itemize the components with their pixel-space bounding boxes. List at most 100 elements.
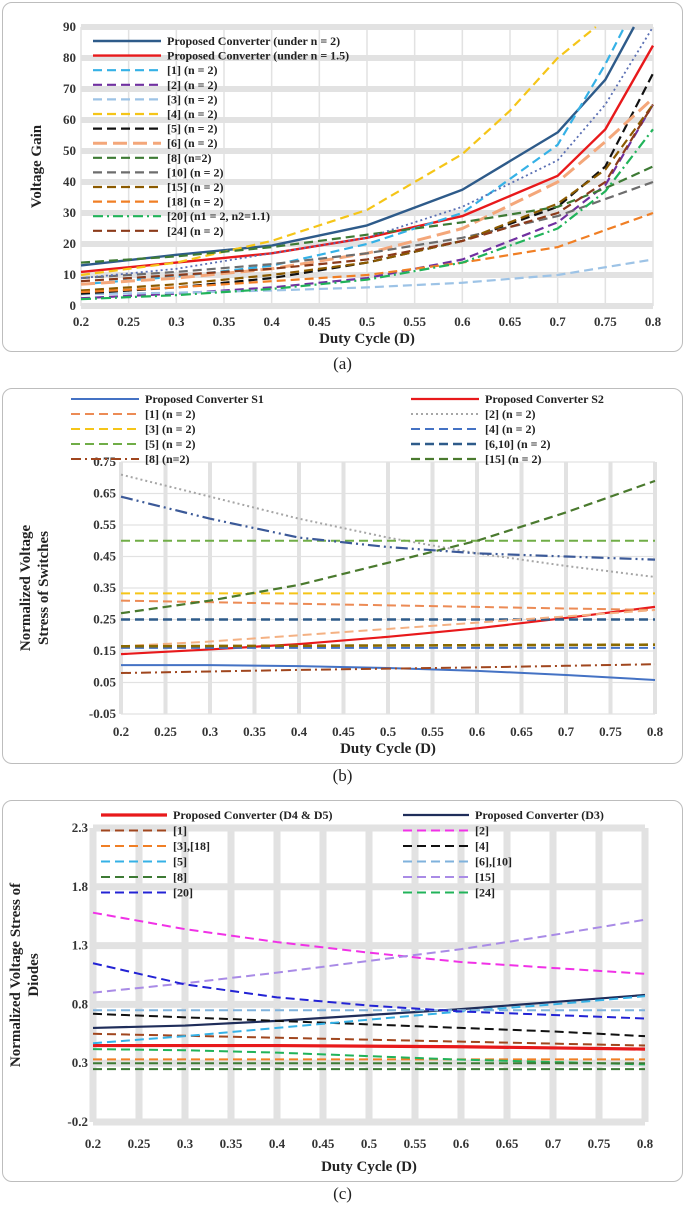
y-tick-label: 0.45 [93,549,116,564]
series-line [80,26,635,267]
series-line [80,97,655,286]
x-tick-label: 0.5 [359,314,376,329]
legend-entry: [8] (n=2) [167,151,212,165]
switch-stress-chart: 0.2 0.25 0.3 0.35 0.4 0.45 0.5 0.55 0.6 0.65 0.7 0.… [18,392,664,757]
series-group [80,26,655,301]
series-line [92,993,646,1030]
series-line [80,103,654,292]
gridlines [89,824,649,1126]
series-group [120,473,656,681]
legend-entry: [5] (n = 2) [167,122,218,136]
x-tick-label: 0.2 [85,1136,101,1151]
x-tick-label: 0.65 [496,1136,519,1151]
legend-entry: [4] [475,839,489,853]
y-tick-label: 10 [63,267,76,282]
y-axis-label: Normalized Voltage Stress of Diodes [8,882,42,1067]
x-tick-label: 0.8 [647,724,664,739]
x-tick-label: 0.65 [510,724,533,739]
legend-entry: [3] (n = 2) [167,92,218,106]
series-line [92,918,646,994]
caption-a: (a) [333,354,352,373]
x-tick-label: 0.3 [177,1136,194,1151]
x-tick-label: 0.3 [202,724,219,739]
series-line [92,911,646,975]
series-line [92,995,646,1045]
series-line [120,473,656,578]
legend-entry: [20] (n1 = 2, n2=1.1) [167,209,270,223]
legend-entry: [1] [173,824,187,838]
legend-entry: [5] [173,855,187,869]
series-line [80,258,654,296]
legend-entry: Proposed Converter (under n = 2) [167,34,340,48]
legend: Proposed Converter S1 Proposed Converter … [71,392,604,466]
x-tick-label: 0.25 [117,314,140,329]
y-tick-label: 70 [63,81,76,96]
legend-entry: Proposed Converter (under n = 1.5) [167,49,349,63]
legend-entry: [1] (n = 2) [145,407,196,421]
x-tick-label: 0.55 [403,314,426,329]
series-line [80,180,654,280]
x-tick-label: 0.75 [594,314,617,329]
series-line [93,1043,646,1051]
series-line [120,663,656,675]
series-line [120,495,656,561]
tick-labels: 0.2 0.25 0.3 0.35 0.4 0.45 0.5 0.55 0.6 0.65 0.7 0.… [89,454,664,739]
legend-entry: [3] (n = 2) [145,422,196,436]
legend-entry: [15] [475,870,495,884]
x-tick-label: 0.3 [168,314,185,329]
legend-entry: Proposed Converter (D4 & D5) [173,808,333,822]
legend-entry: [24] (n = 2) [167,224,224,238]
x-tick-label: 0.4 [264,314,281,329]
series-line [120,609,656,648]
y-axis-label: Voltage Gain [29,124,45,208]
series-line [92,962,646,1020]
x-tick-label: 0.45 [332,724,355,739]
caption-c: (c) [333,1184,352,1203]
x-tick-label: 0.45 [308,314,331,329]
x-axis-label: Duty Cycle (D) [321,1159,417,1175]
caption-b: (b) [332,766,353,785]
y-axis-label-line: Diodes [26,953,42,997]
y-axis-label-line: Stress of Switches [36,531,52,645]
series-line [80,211,654,294]
x-tick-label: 0.65 [499,314,522,329]
y-tick-label: 90 [63,19,76,34]
x-tick-label: 0.35 [213,314,236,329]
legend-entry: [8] [173,870,187,884]
series-line [80,26,597,277]
series-line [120,605,656,656]
y-tick-label: 0.65 [93,486,116,501]
x-tick-label: 0.35 [220,1136,243,1151]
y-axis-label: Normalized Voltage Stress of Switches [18,525,52,652]
y-tick-label: 2.3 [72,820,89,835]
voltage-gain-chart: 0.2 0.25 0.3 0.35 0.4 0.45 0.5 0.55 0.6 0.65 0.7 0.… [29,19,662,347]
x-tick-label: 0.2 [73,314,89,329]
x-tick-label: 0.6 [454,314,471,329]
x-tick-label: 0.4 [269,1136,286,1151]
legend-entry: [6] (n = 2) [167,136,218,150]
legend: Proposed Converter (under n = 2)Proposed… [93,34,349,238]
y-tick-label: 0.8 [72,996,89,1011]
x-tick-label: 0.35 [243,724,266,739]
legend-entry: Proposed Converter S1 [145,392,264,406]
legend-entry: [2] [475,824,489,838]
legend-entry: [4] (n = 2) [167,107,218,121]
legend-entry: [20] [173,886,193,900]
x-tick-label: 0.5 [380,724,397,739]
x-tick-label: 0.7 [558,724,575,739]
y-tick-label: 0 [70,298,77,313]
y-tick-label: 80 [63,50,76,65]
y-tick-label: 20 [63,236,76,251]
x-tick-label: 0.55 [404,1136,427,1151]
y-axis-label-line: Normalized Voltage [18,525,34,652]
legend-entry: [6,10] (n = 2) [485,437,551,451]
x-tick-label: 0.25 [154,724,177,739]
x-tick-label: 0.4 [291,724,308,739]
legend-entry: [2] (n = 2) [485,407,536,421]
legend-entry: Proposed Converter S2 [485,392,604,406]
chart-panel-c: 0.2 0.25 0.3 0.35 0.4 0.45 0.5 0.55 0.6 0.65 0.7 0.… [2,800,683,1182]
legend-entry: [6],[10] [475,855,512,869]
y-tick-label: 0.75 [93,454,116,469]
series-group [92,911,646,1071]
x-tick-label: 0.45 [312,1136,335,1151]
